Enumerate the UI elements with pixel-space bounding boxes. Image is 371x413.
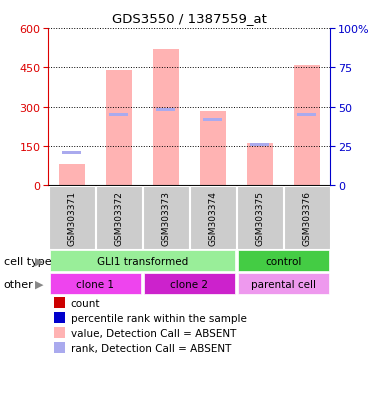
Bar <box>109 114 128 116</box>
Text: rank, Detection Call = ABSENT: rank, Detection Call = ABSENT <box>71 343 231 353</box>
Text: ▶: ▶ <box>35 279 43 289</box>
Bar <box>54 312 65 323</box>
Text: other: other <box>4 279 33 289</box>
Text: GSM303376: GSM303376 <box>302 190 311 245</box>
Bar <box>237 273 329 294</box>
Text: GSM303375: GSM303375 <box>255 190 264 245</box>
Bar <box>250 144 269 147</box>
Bar <box>153 50 179 186</box>
Text: cell type: cell type <box>4 256 51 266</box>
Text: GSM303374: GSM303374 <box>208 190 217 245</box>
Bar <box>54 297 65 308</box>
Text: value, Detection Call = ABSENT: value, Detection Call = ABSENT <box>71 328 236 338</box>
Bar <box>237 251 329 272</box>
Bar <box>156 109 175 111</box>
Text: GSM303373: GSM303373 <box>161 190 170 245</box>
Bar <box>190 187 236 249</box>
Bar <box>50 251 235 272</box>
Text: control: control <box>265 256 301 266</box>
Text: ▶: ▶ <box>35 256 43 266</box>
Bar <box>143 187 189 249</box>
Bar <box>237 187 283 249</box>
Bar <box>247 144 273 186</box>
Bar <box>50 273 141 294</box>
Text: GLI1 transformed: GLI1 transformed <box>96 256 188 266</box>
Text: GSM303371: GSM303371 <box>67 190 76 245</box>
Bar <box>49 187 95 249</box>
Bar <box>96 187 142 249</box>
Bar <box>54 342 65 353</box>
Text: count: count <box>71 298 100 308</box>
Text: clone 2: clone 2 <box>170 279 208 289</box>
Bar <box>106 71 132 186</box>
Bar <box>297 114 316 116</box>
Bar <box>203 119 222 122</box>
Title: GDS3550 / 1387559_at: GDS3550 / 1387559_at <box>112 12 267 25</box>
Bar <box>294 66 319 186</box>
Bar <box>144 273 235 294</box>
Bar <box>54 328 65 338</box>
Text: parental cell: parental cell <box>251 279 316 289</box>
Bar <box>59 165 85 186</box>
Bar <box>62 152 81 154</box>
Text: clone 1: clone 1 <box>76 279 114 289</box>
Text: GSM303372: GSM303372 <box>114 190 123 245</box>
Text: percentile rank within the sample: percentile rank within the sample <box>71 313 247 323</box>
Bar <box>284 187 330 249</box>
Bar <box>200 111 226 186</box>
